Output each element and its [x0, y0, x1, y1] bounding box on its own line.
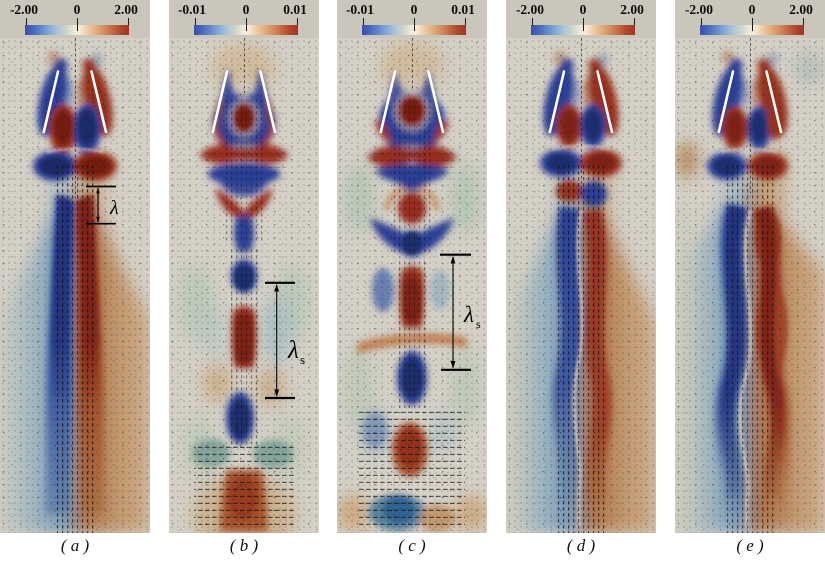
svg-text:s: s — [300, 352, 305, 367]
svg-text:λ: λ — [287, 337, 299, 364]
svg-text:λ: λ — [463, 302, 474, 327]
svg-text:s: s — [476, 317, 481, 331]
svg-text:λ: λ — [109, 197, 119, 219]
